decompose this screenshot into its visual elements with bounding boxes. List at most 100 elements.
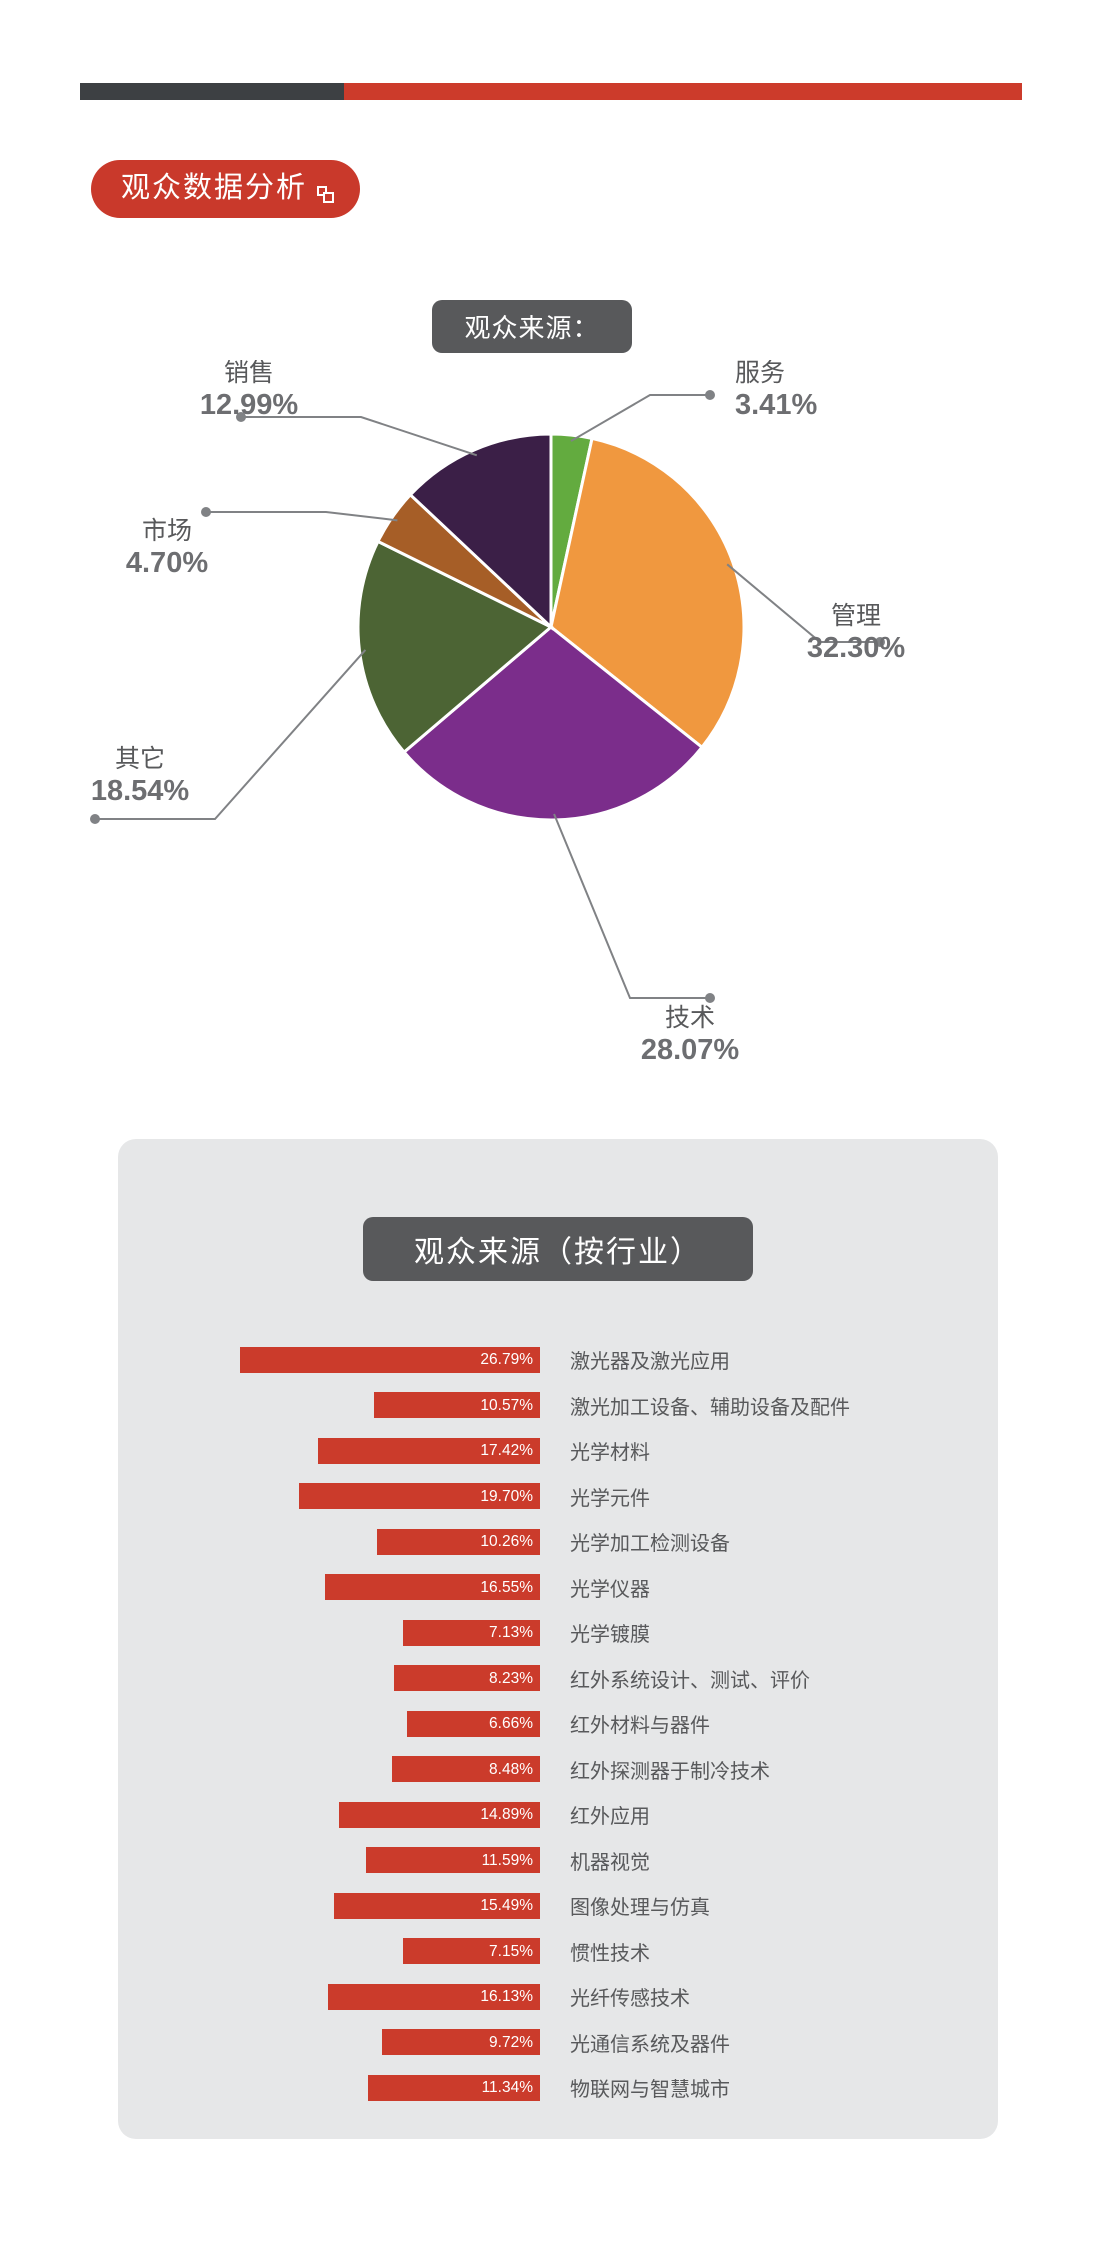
- pie-leader-dot-管理: [875, 637, 885, 647]
- bar-row: 17.42% 光学材料: [118, 1428, 998, 1474]
- bar-category-label: 物联网与智慧城市: [570, 2079, 730, 2102]
- bar-value-label: 10.57%: [480, 1396, 533, 1414]
- bar-chart-rows: 26.79% 激光器及激光应用 10.57% 激光加工设备、辅助设备及配件 17.42%…: [118, 1337, 998, 2111]
- pie-slice-技术: [401, 625, 705, 822]
- bar-category-label: 光纤传感技术: [570, 1988, 690, 2011]
- bar-value-label: 7.13%: [489, 1624, 533, 1641]
- bar-value-label: 9.72%: [489, 2033, 533, 2051]
- bar-fill: 17.42%: [317, 1437, 540, 1464]
- bar-category-label: 机器视觉: [570, 1851, 650, 1874]
- bar-row: 7.13% 光学镀膜: [118, 1610, 998, 1656]
- bar-fill: 14.89%: [338, 1801, 540, 1828]
- bar-value-label: 7.15%: [489, 1942, 533, 1960]
- pie-label-服务: 服务3.41%: [735, 360, 817, 421]
- bar-fill: 8.48%: [391, 1756, 540, 1783]
- page-title: 观众数据分析: [121, 171, 308, 204]
- bar-value-label: 11.34%: [481, 2079, 533, 2096]
- pie-label-value: 32.30%: [807, 632, 906, 664]
- bar-value-label: 17.42%: [480, 1442, 533, 1459]
- bar-track: 7.13%: [118, 1619, 540, 1646]
- bar-track: 8.48%: [118, 1756, 540, 1783]
- pie-label-name: 其它: [115, 745, 165, 773]
- bar-fill: 6.66%: [406, 1710, 540, 1737]
- copy-squares-icon: [317, 185, 335, 203]
- bar-category-label: 红外应用: [570, 1806, 650, 1829]
- pie-chart: 服务 3.41% 管理 32.30% 技术 28.07% 其它 18.54% 市场 4.70% 销售…: [0, 360, 1102, 1120]
- pie-label-name: 销售: [224, 360, 274, 387]
- pie-leader-dot-其它: [90, 814, 100, 824]
- pie-chart-title-badge: 观众来源：: [432, 300, 632, 353]
- bar-category-label: 光学材料: [570, 1442, 650, 1465]
- pie-label-name: 管理: [831, 602, 881, 630]
- bar-value-label: 6.66%: [489, 1715, 533, 1732]
- bar-fill: 8.23%: [393, 1665, 540, 1692]
- bar-track: 17.42%: [118, 1437, 540, 1464]
- bar-fill: 11.34%: [368, 2074, 540, 2101]
- pie-label-value: 28.07%: [641, 1034, 740, 1066]
- bar-fill: 16.13%: [328, 1983, 540, 2010]
- bar-row: 11.34% 物联网与智慧城市: [118, 2065, 998, 2111]
- bar-track: 11.34%: [118, 2074, 540, 2101]
- bar-track: 11.59%: [118, 1847, 540, 1874]
- pie-label-value: 4.70%: [126, 547, 208, 579]
- bar-row: 7.15% 惯性技术: [118, 1929, 998, 1975]
- pie-leader-line-销售: [241, 416, 478, 457]
- bar-value-label: 16.55%: [480, 1578, 533, 1596]
- bar-value-label: 16.13%: [480, 1988, 533, 2005]
- pie-leader-line-服务: [570, 394, 710, 442]
- pie-leader-dot-服务: [705, 390, 715, 400]
- pie-label-市场: 市场4.70%: [126, 517, 208, 579]
- bar-value-label: 8.23%: [489, 1669, 533, 1687]
- bar-category-label: 惯性技术: [570, 1942, 650, 1965]
- bar-category-label: 红外材料与器件: [570, 1715, 710, 1738]
- bar-row: 16.55% 光学仪器: [118, 1565, 998, 1611]
- bar-value-label: 11.59%: [481, 1851, 533, 1869]
- bar-category-label: 红外探测器于制冷技术: [570, 1760, 770, 1783]
- top-rule-red-segment: [343, 83, 1022, 100]
- bar-chart-title-badge: 观众来源（按行业）: [363, 1217, 753, 1281]
- pie-label-name: 市场: [142, 517, 192, 545]
- bar-track: 10.57%: [118, 1392, 540, 1419]
- pie-slice-销售: [408, 432, 553, 631]
- bar-row: 6.66% 红外材料与器件: [118, 1701, 998, 1747]
- bar-row: 10.26% 光学加工检测设备: [118, 1519, 998, 1565]
- bar-value-label: 19.70%: [480, 1487, 533, 1505]
- bar-category-label: 光学镀膜: [570, 1624, 650, 1647]
- pie-chart-title: 观众来源：: [464, 313, 600, 343]
- bar-fill: 7.15%: [402, 1938, 540, 1965]
- bar-track: 26.79%: [118, 1346, 540, 1373]
- pie-slice-其它: [356, 539, 554, 755]
- pie-leader-line-市场: [206, 511, 398, 522]
- pie-slice-管理: [549, 436, 746, 750]
- bar-category-label: 光学加工检测设备: [570, 1533, 730, 1556]
- pie-label-value: 12.99%: [200, 389, 299, 421]
- bar-track: 9.72%: [118, 2029, 540, 2056]
- bar-category-label: 激光器及激光应用: [570, 1351, 730, 1374]
- bar-value-label: 10.26%: [480, 1533, 533, 1550]
- bar-row: 8.48% 红外探测器于制冷技术: [118, 1747, 998, 1793]
- pie-leader-line-其它: [95, 649, 367, 820]
- bar-row: 8.23% 红外系统设计、测试、评价: [118, 1656, 998, 1702]
- bar-track: 7.15%: [118, 1938, 540, 1965]
- bar-row: 15.49% 图像处理与仿真: [118, 1883, 998, 1929]
- bar-category-label: 光学元件: [570, 1487, 650, 1510]
- pie-label-value: 3.41%: [735, 389, 817, 421]
- industry-breakdown-panel: 观众来源（按行业） 26.79% 激光器及激光应用 10.57% 激光加工设备、辅助设…: [118, 1139, 998, 2139]
- bar-track: 8.23%: [118, 1665, 540, 1692]
- bar-fill: 11.59%: [366, 1847, 540, 1874]
- top-rule: [80, 83, 1022, 100]
- bar-fill: 7.13%: [402, 1619, 540, 1646]
- bar-track: 16.13%: [118, 1983, 540, 2010]
- bar-category-label: 光学仪器: [570, 1578, 650, 1601]
- bar-value-label: 8.48%: [489, 1760, 533, 1778]
- bar-track: 15.49%: [118, 1892, 540, 1919]
- bar-row: 11.59% 机器视觉: [118, 1838, 998, 1884]
- bar-fill: 16.55%: [324, 1574, 540, 1601]
- bar-fill: 10.57%: [374, 1392, 540, 1419]
- bar-row: 19.70% 光学元件: [118, 1474, 998, 1520]
- bar-value-label: 26.79%: [480, 1351, 533, 1368]
